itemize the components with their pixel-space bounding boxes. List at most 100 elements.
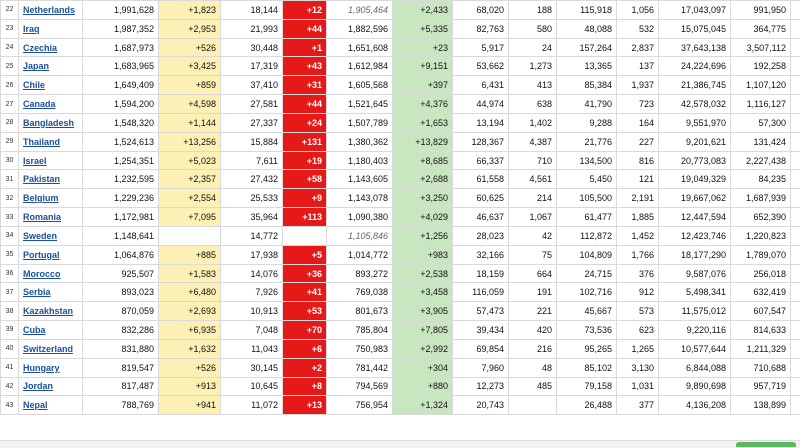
cell-deaths-per-1m: 1,452 — [617, 226, 659, 245]
cell-deaths-per-1m: 623 — [617, 321, 659, 340]
country-link[interactable]: Canada — [23, 99, 56, 109]
cell-deaths-per-1m: 3,130 — [617, 358, 659, 377]
cell-new-recovered: +5,335 — [393, 19, 453, 38]
cell-active-or-recovered: 1,882,596 — [327, 19, 393, 38]
cell-cases-per-1m: 157,264 — [557, 38, 617, 57]
country-link[interactable]: Romania — [23, 212, 61, 222]
country-link[interactable]: Czechia — [23, 43, 57, 53]
country-link[interactable]: Cuba — [23, 325, 46, 335]
cell-total-deaths: 10,645 — [221, 377, 283, 396]
country-link[interactable]: Belgium — [23, 193, 59, 203]
cell-new-recovered: +880 — [393, 377, 453, 396]
cell-cases-per-1m: 24,715 — [557, 264, 617, 283]
cell-population: 9,326,000 — [791, 151, 800, 170]
cell-population: 8,694,138 — [791, 283, 800, 302]
country-link[interactable]: Portugal — [23, 250, 60, 260]
cell-active-or-recovered: 1,143,078 — [327, 189, 393, 208]
cell-population: 166,701,437 — [791, 113, 800, 132]
cell-country: Serbia — [19, 283, 83, 302]
cell-critical: 1,273 — [509, 57, 557, 76]
cell-active-or-recovered: 794,569 — [327, 377, 393, 396]
cell-rank: 33 — [1, 208, 19, 227]
cell-population: 9,630,223 — [791, 358, 800, 377]
country-link[interactable]: Serbia — [23, 287, 51, 297]
cell-country: Japan — [19, 57, 83, 76]
cell-total-tests: 20,773,083 — [659, 151, 731, 170]
cell-total-tests: 11,575,012 — [659, 302, 731, 321]
cell-rank: 27 — [1, 95, 19, 114]
cell-total-tests: 24,224,696 — [659, 57, 731, 76]
cell-critical: 216 — [509, 339, 557, 358]
cell-total-tests: 42,578,032 — [659, 95, 731, 114]
cell-total-deaths: 17,319 — [221, 57, 283, 76]
cell-active-or-recovered: 1,105,846 — [327, 226, 393, 245]
country-link[interactable]: Nepal — [23, 400, 48, 410]
cell-country: Switzerland — [19, 339, 83, 358]
cell-active-or-recovered: 893,272 — [327, 264, 393, 283]
cell-critical: 710 — [509, 151, 557, 170]
cell-total-tests: 37,643,138 — [659, 38, 731, 57]
cell-country: Iraq — [19, 19, 83, 38]
cell-rank: 31 — [1, 170, 19, 189]
cell-population: 17,181,414 — [791, 1, 800, 20]
cell-active: 7,960 — [453, 358, 509, 377]
cell-population: 19,052,041 — [791, 302, 800, 321]
cell-new-recovered: +3,905 — [393, 302, 453, 321]
cell-active-or-recovered: 750,983 — [327, 339, 393, 358]
country-link[interactable]: Jordan — [23, 381, 53, 391]
cell-total-tests: 10,577,644 — [659, 339, 731, 358]
cell-total-cases: 819,547 — [83, 358, 159, 377]
cell-active: 66,337 — [453, 151, 509, 170]
country-link[interactable]: Pakistan — [23, 174, 60, 184]
cell-total-tests: 19,667,062 — [659, 189, 731, 208]
country-link[interactable]: Japan — [23, 61, 49, 71]
country-link[interactable]: Thailand — [23, 137, 60, 147]
cell-cases-per-1m: 115,918 — [557, 1, 617, 20]
country-link[interactable]: Switzerland — [23, 344, 73, 354]
cell-deaths-per-1m: 2,837 — [617, 38, 659, 57]
cell-active: 82,763 — [453, 19, 509, 38]
cell-population: 10,327,347 — [791, 377, 800, 396]
bottom-action-badge[interactable] — [736, 442, 796, 447]
country-link[interactable]: Morocco — [23, 269, 61, 279]
cell-cases-per-1m: 48,088 — [557, 19, 617, 38]
country-link[interactable]: Israel — [23, 156, 47, 166]
cell-tests-per-1m: 710,688 — [731, 358, 791, 377]
cell-tests-per-1m: 1,116,127 — [731, 95, 791, 114]
cell-rank: 22 — [1, 1, 19, 20]
country-link[interactable]: Chile — [23, 80, 45, 90]
country-link[interactable]: Hungary — [23, 363, 60, 373]
cell-active-or-recovered: 1,905,464 — [327, 1, 393, 20]
cell-total-deaths: 25,533 — [221, 189, 283, 208]
country-link[interactable]: Bangladesh — [23, 118, 74, 128]
cell-total-tests: 9,220,116 — [659, 321, 731, 340]
cell-deaths-per-1m: 1,885 — [617, 208, 659, 227]
cell-new-recovered: +7,805 — [393, 321, 453, 340]
cell-total-deaths: 17,938 — [221, 245, 283, 264]
cell-country: Nepal — [19, 396, 83, 415]
cell-new-cases: +13,256 — [159, 132, 221, 151]
cell-cases-per-1m: 134,500 — [557, 151, 617, 170]
country-link[interactable]: Netherlands — [23, 5, 75, 15]
country-link[interactable]: Sweden — [23, 231, 57, 241]
cell-total-deaths: 37,410 — [221, 76, 283, 95]
cell-deaths-per-1m: 573 — [617, 302, 659, 321]
cell-new-cases: +859 — [159, 76, 221, 95]
cell-deaths-per-1m: 1,265 — [617, 339, 659, 358]
cell-tests-per-1m: 1,107,120 — [731, 76, 791, 95]
cell-new-recovered: +8,685 — [393, 151, 453, 170]
cell-tests-per-1m: 3,507,112 — [731, 38, 791, 57]
cell-total-cases: 1,649,409 — [83, 76, 159, 95]
cell-deaths-per-1m: 1,031 — [617, 377, 659, 396]
country-link[interactable]: Kazakhstan — [23, 306, 73, 316]
cell-active-or-recovered: 1,507,789 — [327, 113, 393, 132]
cell-critical: 485 — [509, 377, 557, 396]
country-link[interactable]: Iraq — [23, 24, 40, 34]
cell-new-recovered: +9,151 — [393, 57, 453, 76]
cell-country: Bangladesh — [19, 113, 83, 132]
cell-new-deaths: +36 — [283, 264, 327, 283]
cell-new-cases: +526 — [159, 38, 221, 57]
